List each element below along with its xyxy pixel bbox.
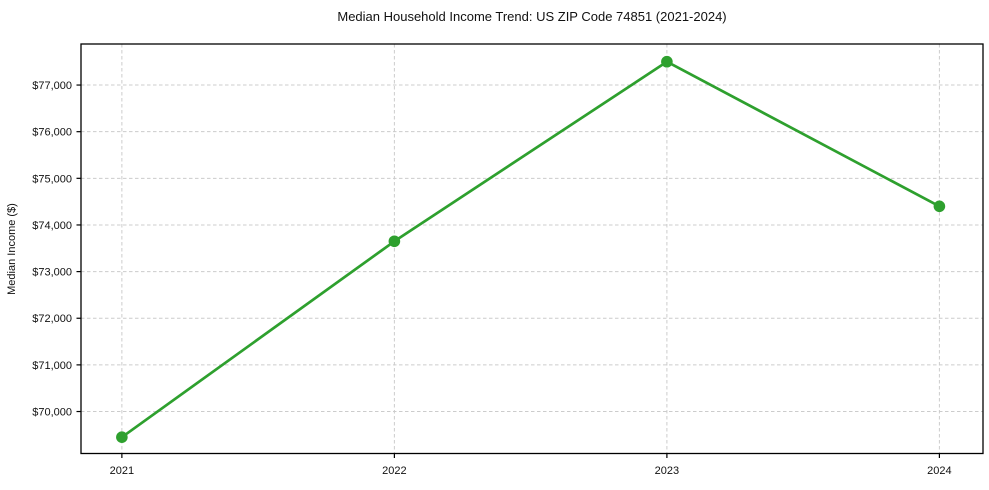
y-tick-label: $70,000 (32, 407, 72, 419)
x-tick-label: 2022 (382, 465, 406, 477)
x-tick-label: 2021 (110, 465, 134, 477)
data-point-marker (116, 431, 128, 443)
chart-title: Median Household Income Trend: US ZIP Co… (337, 9, 727, 24)
y-tick-label: $71,000 (32, 360, 72, 372)
data-point-marker (933, 200, 946, 213)
x-tick-label: 2023 (655, 465, 679, 477)
y-tick-label: $76,000 (32, 127, 72, 139)
y-tick-label: $72,000 (32, 313, 72, 325)
data-point-marker (661, 55, 673, 68)
y-tick-label: $75,000 (32, 173, 72, 185)
income-trend-line (120, 60, 941, 439)
y-tick-label: $74,000 (32, 220, 72, 232)
y-tick-label: $73,000 (32, 267, 72, 279)
plot-border (80, 43, 984, 455)
data-point-marker (388, 235, 401, 248)
x-tick-label: 2024 (927, 465, 951, 477)
y-tick-label: $77,000 (32, 80, 72, 92)
